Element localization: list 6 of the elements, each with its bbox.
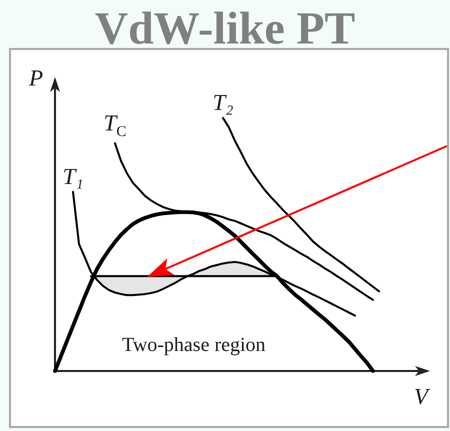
x-axis-title: V (414, 384, 431, 409)
series-label: T₂ (212, 90, 234, 115)
annotation: Two-phase region (122, 334, 266, 356)
chart-title: VdW-like PT (94, 2, 356, 54)
y-axis-title: P (28, 66, 43, 90)
series-label: T₁ (62, 164, 84, 189)
